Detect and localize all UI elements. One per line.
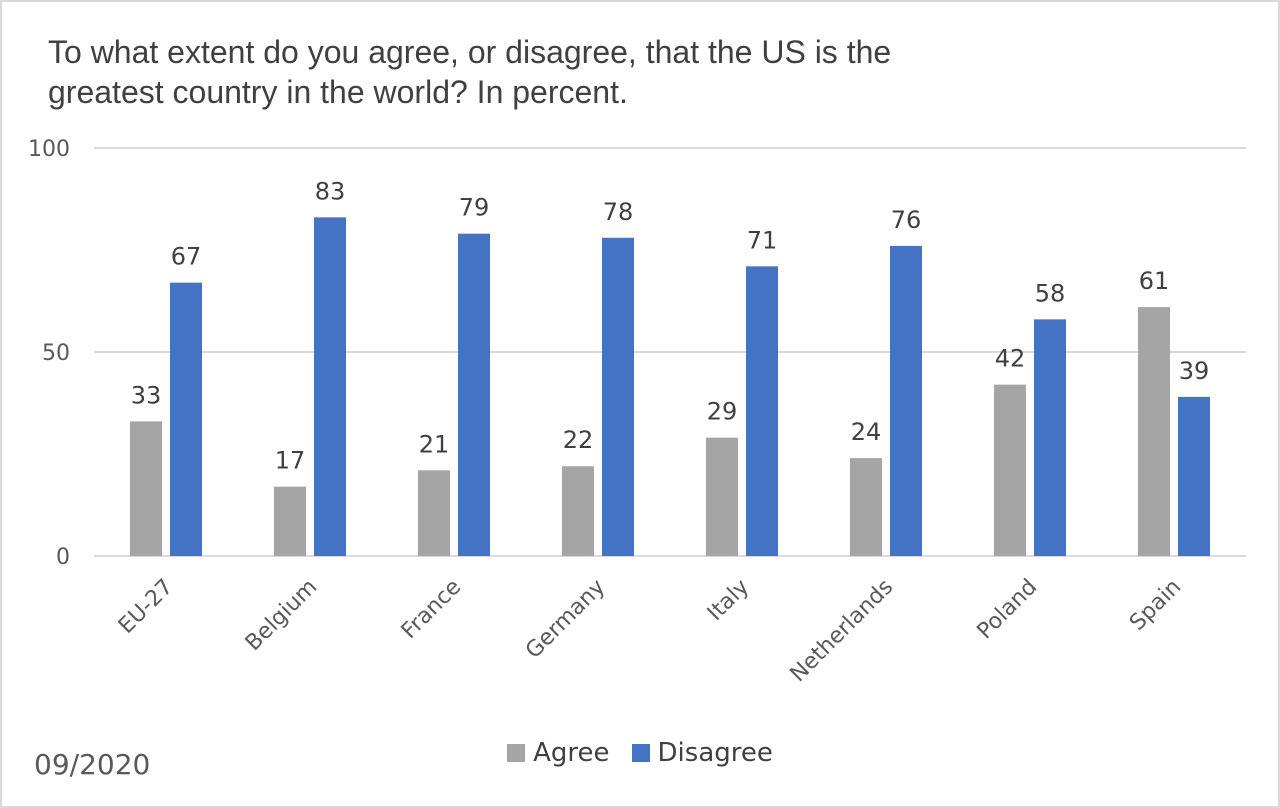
data-label: 17 <box>275 447 306 475</box>
bar-agree <box>994 384 1026 556</box>
bar-disagree <box>890 245 922 557</box>
date-footnote: 09/2020 <box>34 748 151 781</box>
chart-legend: Agree Disagree <box>2 738 1278 768</box>
x-tick-label: France <box>397 575 466 644</box>
data-label: 21 <box>419 430 450 458</box>
bar-chart: 0 50 100 33 67 EU-27 17 83 Belgium 21 79 France 22 78… <box>28 137 1246 688</box>
x-tick-label: EU-27 <box>114 575 178 639</box>
x-tick-label: Italy <box>703 575 754 626</box>
data-label: 29 <box>707 398 738 426</box>
data-label: 78 <box>603 198 634 226</box>
legend-swatch <box>507 744 526 762</box>
legend-swatch <box>631 744 650 762</box>
bar-disagree <box>170 282 202 556</box>
data-label: 61 <box>1139 267 1170 295</box>
bar-agree <box>850 458 882 556</box>
data-label: 76 <box>891 206 922 234</box>
bar-disagree <box>314 217 346 557</box>
x-tick-label: Belgium <box>241 575 322 656</box>
bar-disagree <box>602 237 634 556</box>
data-label: 83 <box>315 177 346 205</box>
y-tick-label: 100 <box>28 137 70 162</box>
x-tick-label: Poland <box>973 575 1043 645</box>
data-label: 24 <box>851 418 882 446</box>
data-label: 67 <box>171 243 202 271</box>
bar-disagree <box>1034 319 1066 556</box>
x-tick-label: Germany <box>521 575 610 664</box>
bar-disagree <box>458 233 490 556</box>
bar-agree <box>1138 307 1170 556</box>
bar-agree <box>418 470 450 556</box>
data-label: 79 <box>459 194 490 222</box>
data-label: 58 <box>1035 279 1066 307</box>
x-tick-label: Spain <box>1125 575 1186 636</box>
bar-agree <box>130 421 162 556</box>
legend-label: Agree <box>533 738 610 768</box>
data-label: 42 <box>995 345 1026 373</box>
data-label: 71 <box>747 226 778 254</box>
legend-item-agree: Agree <box>507 738 610 768</box>
bar-agree <box>274 486 306 556</box>
bar-disagree <box>1178 396 1210 556</box>
chart-title: To what extent do you agree, or disagree… <box>48 34 892 110</box>
data-label: 33 <box>131 381 162 409</box>
legend-label: Disagree <box>657 738 773 768</box>
y-tick-label: 50 <box>42 341 70 366</box>
data-label: 22 <box>563 426 594 454</box>
legend-item-disagree: Disagree <box>631 738 773 768</box>
bar-agree <box>562 466 594 556</box>
data-label: 39 <box>1179 357 1210 385</box>
bar-agree <box>706 437 738 556</box>
bar-disagree <box>746 266 778 556</box>
x-tick-label: Netherlands <box>786 575 899 688</box>
y-tick-label: 0 <box>56 545 70 570</box>
